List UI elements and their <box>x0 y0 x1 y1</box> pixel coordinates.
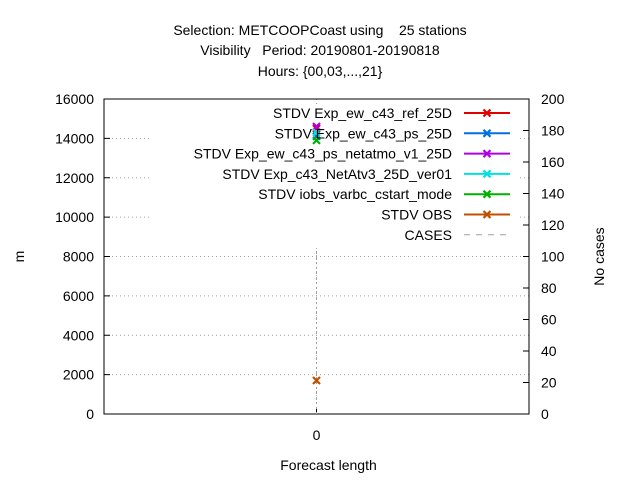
y2-tick-label: 100 <box>541 249 565 265</box>
legend-label: STDV Exp_ew_c43_ps_netatmo_v1_25D <box>194 146 452 162</box>
y-tick-label: 2000 <box>63 367 94 383</box>
y-tick-label: 10000 <box>55 209 94 225</box>
y2-tick-label: 0 <box>541 406 549 422</box>
legend-label: STDV Exp_ew_c43_ref_25D <box>273 105 452 121</box>
y-tick-label: 8000 <box>63 249 94 265</box>
y-tick-label: 14000 <box>55 130 94 146</box>
legend-label: STDV iobs_varbc_cstart_mode <box>258 186 452 202</box>
y-tick-label: 0 <box>86 406 94 422</box>
y-tick-label: 4000 <box>63 327 94 343</box>
legend-swatch-marker <box>482 108 492 118</box>
legend-swatch-marker <box>482 210 492 219</box>
y2-tick-label: 180 <box>541 123 565 139</box>
y2-tick-label: 40 <box>541 343 557 359</box>
chart-title-line-2: Visibility Period: 20190801-20190818 <box>200 42 440 58</box>
y2-tick-label: 160 <box>541 154 565 170</box>
legend-swatch-marker <box>482 149 492 158</box>
x-tick-label: 0 <box>313 427 321 443</box>
y2-tick-label: 20 <box>541 375 557 391</box>
legend-label: STDV Exp_ew_c43_ps_25D <box>275 125 452 141</box>
legend-label: CASES <box>405 227 452 243</box>
y-tick-label: 16000 <box>55 91 94 107</box>
legend-label: STDV OBS <box>381 207 452 223</box>
y2-tick-label: 200 <box>541 91 565 107</box>
y2-axis-label: No cases <box>591 227 607 285</box>
y2-tick-label: 60 <box>541 312 557 328</box>
y2-tick-label: 140 <box>541 186 565 202</box>
y2-tick-label: 80 <box>541 280 557 296</box>
y-axis-label: m <box>11 251 27 263</box>
x-axis-label: Forecast length <box>280 457 377 473</box>
y2-tick-label: 120 <box>541 217 565 233</box>
data-point-series-5 <box>312 376 321 385</box>
legend-swatch-marker <box>482 189 492 199</box>
legend-background <box>150 104 520 249</box>
legend-label: STDV Exp_c43_NetAtv3_25D_ver01 <box>222 166 452 182</box>
y-tick-label: 12000 <box>55 170 94 186</box>
data-point-series-3 <box>312 128 321 137</box>
legend-swatch-marker <box>482 129 492 138</box>
legend-swatch-marker <box>482 169 492 179</box>
chart-title-line-1: Selection: METCOOPCoast using 25 station… <box>173 22 467 38</box>
chart-title-line-3: Hours: {00,03,...,21} <box>257 63 383 79</box>
data-point-series-4 <box>312 136 321 145</box>
y-tick-label: 6000 <box>63 288 94 304</box>
